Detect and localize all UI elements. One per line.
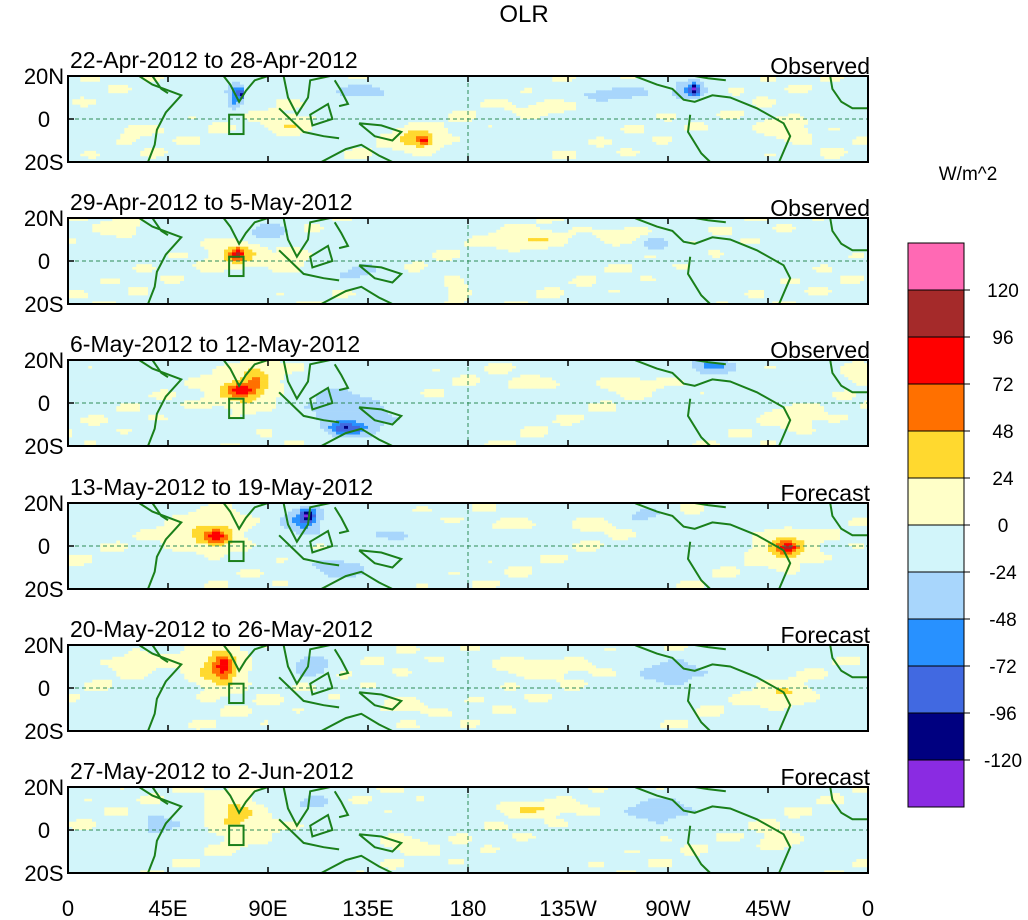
colorbar-level-label: 0	[998, 516, 1009, 537]
coastlines	[90, 75, 868, 163]
colorbar-swatch	[907, 571, 965, 620]
coastlines	[90, 786, 868, 874]
colorbar-level-label: 120	[987, 281, 1019, 302]
y-tick-label: 0	[38, 676, 50, 701]
colorbar-swatch	[907, 618, 965, 667]
panel-date-range: 29-Apr-2012 to 5-May-2012	[70, 189, 353, 215]
colorbar-level-label: 24	[992, 469, 1014, 490]
colorbar-level-label: 96	[992, 328, 1013, 349]
x-tick-label: 90W	[645, 896, 690, 920]
panel-date-range: 22-Apr-2012 to 28-Apr-2012	[70, 47, 358, 73]
anomaly-field	[68, 787, 869, 874]
y-tick-label: 20S	[24, 434, 63, 459]
panel-date-range: 27-May-2012 to 2-Jun-2012	[70, 758, 354, 784]
colorbar: W/m^2 120 96 72 48 24 0 -24 -48 -72 -96 -120	[907, 164, 1022, 808]
coastlines	[90, 359, 868, 447]
panel-2: 20N 0 20S 29-Apr-2012 to 5-May-2012 Observed	[24, 189, 870, 317]
colorbar-swatch	[907, 477, 965, 526]
panel-1: 20N 0 20S 22-Apr-2012 to 28-Apr-2012 Observe…	[24, 47, 870, 175]
y-tick-label: 20N	[24, 633, 64, 658]
y-tick-label: 0	[38, 249, 50, 274]
colorbar-level-label: -48	[989, 610, 1016, 631]
y-tick-label: 20N	[24, 491, 64, 516]
x-tick-label: 135E	[342, 896, 393, 920]
coastlines	[90, 217, 868, 305]
panel-status: Forecast	[781, 764, 871, 790]
panel-date-range: 20-May-2012 to 26-May-2012	[70, 616, 373, 642]
panel-status: Observed	[770, 53, 870, 79]
y-tick-label: 0	[38, 818, 50, 843]
x-tick-label: 135W	[539, 896, 597, 920]
y-tick-label: 20S	[24, 861, 63, 886]
y-tick-label: 20S	[24, 719, 63, 744]
index-box	[228, 397, 245, 420]
colorbar-level-label: -120	[984, 751, 1022, 772]
index-box	[228, 824, 245, 847]
panel-5: 20N 0 20S 20-May-2012 to 26-May-2012 Forecas…	[24, 616, 871, 744]
colorbar-level-label: 72	[992, 375, 1013, 396]
colorbar-level-label: -96	[989, 704, 1016, 725]
colorbar-swatch	[907, 383, 965, 432]
colorbar-swatch	[907, 289, 965, 338]
colorbar-swatch	[907, 712, 965, 761]
x-tick-label: 180	[450, 896, 487, 920]
coastlines	[90, 644, 868, 732]
colorbar-level-label: -72	[989, 657, 1016, 678]
index-box	[228, 682, 245, 705]
index-box	[228, 255, 245, 278]
colorbar-units: W/m^2	[939, 164, 998, 185]
panel-date-range: 6-May-2012 to 12-May-2012	[70, 331, 360, 357]
anomaly-field	[68, 76, 869, 163]
colorbar-swatch	[907, 336, 965, 385]
colorbar-swatch	[907, 242, 965, 291]
figure-title: OLR	[499, 1, 548, 28]
colorbar-swatch	[907, 759, 965, 808]
colorbar-level-label: -24	[989, 563, 1017, 584]
anomaly-field	[68, 360, 869, 447]
x-tick-label: 45E	[148, 896, 187, 920]
y-tick-label: 20N	[24, 348, 64, 373]
y-tick-label: 20N	[24, 206, 64, 231]
panel-6: 20N 0 20S 27-May-2012 to 2-Jun-2012 Forecast	[24, 758, 871, 886]
panel-status: Observed	[770, 337, 870, 363]
panel-3: 20N 0 20S 6-May-2012 to 12-May-2012 Observed	[24, 331, 870, 459]
panel-status: Forecast	[781, 622, 871, 648]
panel-status: Observed	[770, 195, 870, 221]
colorbar-level-label: 48	[992, 422, 1013, 443]
index-box	[228, 113, 245, 136]
colorbar-swatch	[907, 665, 965, 714]
x-axis: 0 45E 90E 135E 180 135W 90W 45W 0	[62, 896, 874, 920]
x-tick-label: 90E	[248, 896, 287, 920]
y-tick-label: 20S	[24, 150, 63, 175]
panel-date-range: 13-May-2012 to 19-May-2012	[70, 474, 373, 500]
panels: 20N 0 20S 22-Apr-2012 to 28-Apr-2012 Observe…	[24, 47, 871, 886]
y-tick-label: 20S	[24, 292, 63, 317]
x-tick-label: 0	[862, 896, 874, 920]
y-tick-label: 0	[38, 391, 50, 416]
colorbar-swatch	[907, 524, 965, 573]
anomaly-field	[68, 503, 869, 590]
x-tick-label: 0	[62, 896, 74, 920]
y-tick-label: 20N	[24, 64, 64, 89]
y-tick-label: 0	[38, 107, 50, 132]
index-box	[228, 540, 245, 563]
x-tick-label: 45W	[745, 896, 790, 920]
panel-status: Forecast	[781, 480, 871, 506]
y-tick-label: 20S	[24, 577, 63, 602]
panel-4: 20N 0 20S 13-May-2012 to 19-May-2012 Forecas…	[24, 474, 871, 602]
y-tick-label: 20N	[24, 775, 64, 800]
colorbar-swatch	[907, 430, 965, 479]
coastlines	[90, 502, 868, 590]
y-tick-label: 0	[38, 534, 50, 559]
